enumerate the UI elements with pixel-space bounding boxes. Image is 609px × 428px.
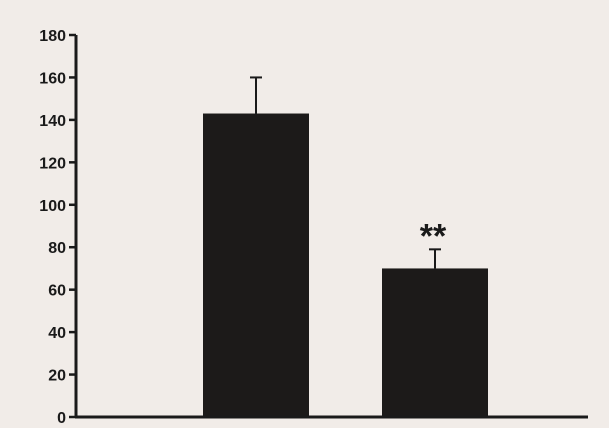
y-tick-label: 60: [48, 283, 66, 300]
bar-1: [203, 113, 309, 418]
y-tick-label: 40: [48, 325, 66, 342]
y-tick-label: 100: [39, 198, 66, 215]
bar-2: [382, 268, 488, 417]
significance-marker: **: [420, 217, 447, 255]
y-tick-label: 20: [48, 368, 66, 385]
y-tick-label: 160: [39, 70, 66, 87]
y-axis: 0 20 40 60 80 100 120 140 160 180: [39, 28, 78, 427]
y-tick-label: 0: [57, 410, 66, 427]
y-tick-label: 120: [39, 155, 66, 172]
y-tick-label: 140: [39, 113, 66, 130]
y-tick-label: 80: [48, 240, 66, 257]
y-tick-label: 180: [39, 28, 66, 45]
plot-area: **: [203, 76, 488, 418]
